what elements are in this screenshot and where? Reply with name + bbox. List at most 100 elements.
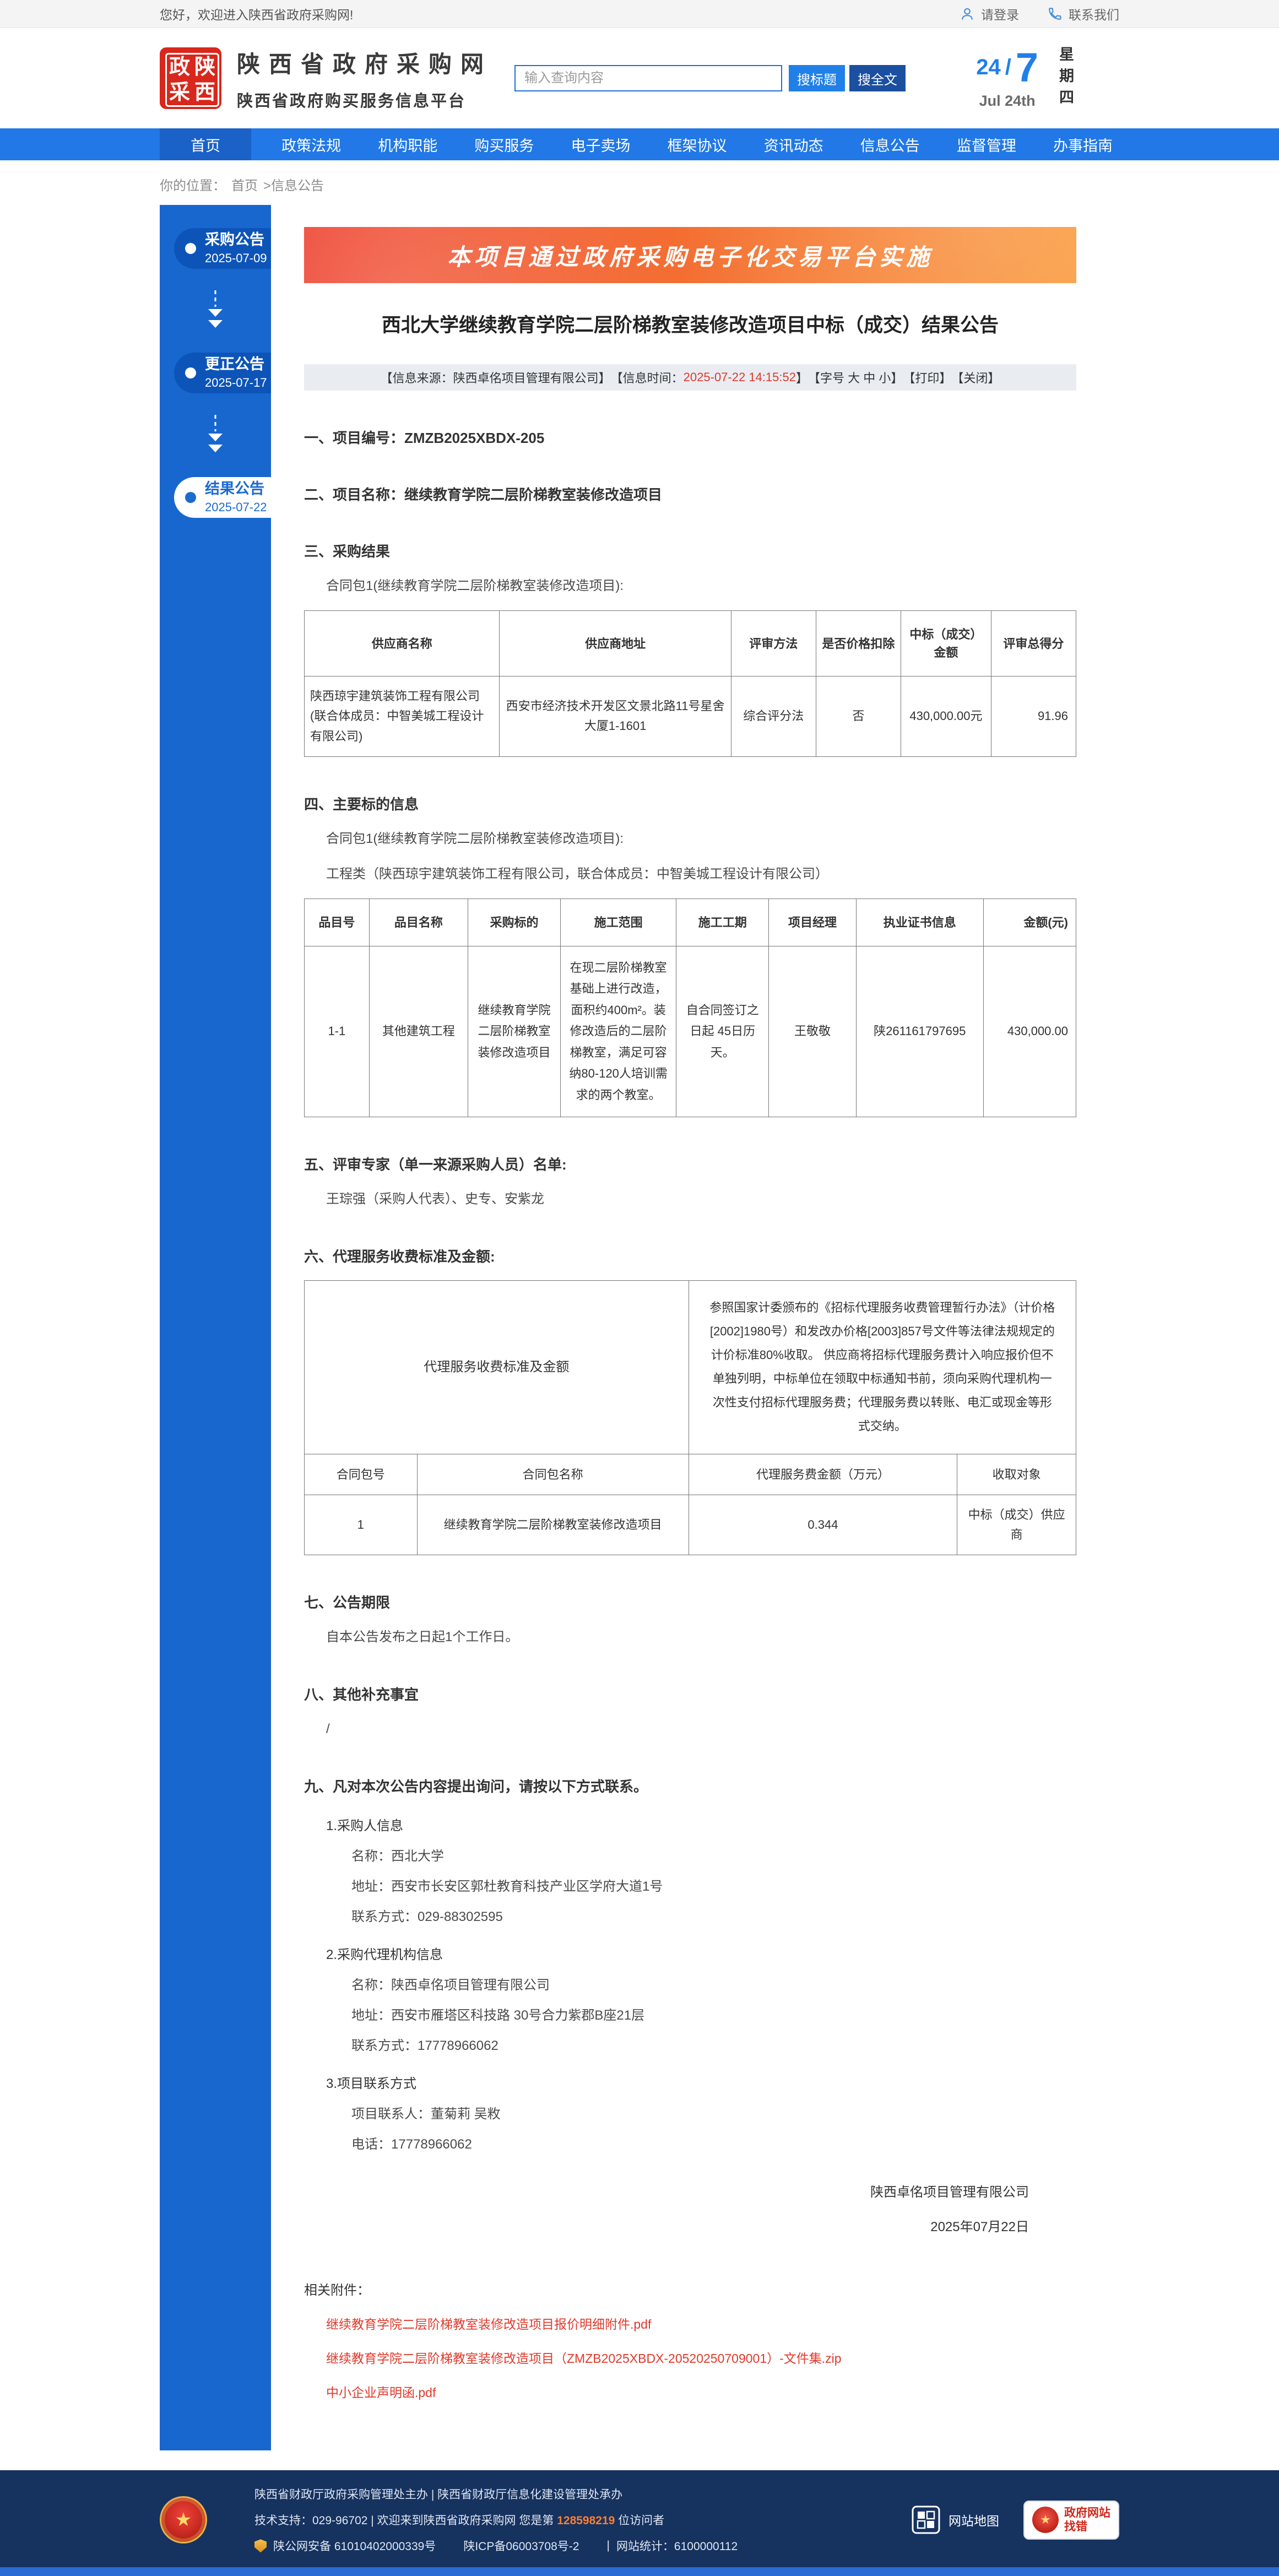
divider: | [606, 2539, 610, 2552]
timeline-sidebar: 采购公告 2025-07-09 更正公告 2025-07-17 [160, 205, 271, 2451]
table-row: 代理服务收费标准及金额 参照国家计委颁布的《招标代理服务收费管理暂行办法》（计价… [304, 1280, 1077, 1454]
buyer-name: 名称：西北大学 [351, 1849, 444, 1864]
arrow-down-icon [208, 415, 223, 452]
badge-line1: 政府网站 [1064, 2507, 1110, 2520]
user-icon [962, 8, 973, 20]
timeline-separator [160, 269, 271, 353]
main-nav: 首页 政策法规 机构职能 购买服务 电子卖场 框架协议 资讯动态 信息公告 监督… [0, 128, 1279, 160]
th-payer: 收取对象 [957, 1453, 1076, 1495]
print-button[interactable]: 【打印】 [903, 371, 952, 385]
site-logo: 政 陕 采 西 [160, 47, 221, 109]
logo-char: 西 [194, 81, 215, 104]
table-row: 1 继续教育学院二层阶梯教室装修改造项目 0.344 中标（成交）供应商 [304, 1494, 1076, 1556]
date-widget: 24 / 7 Jul 24th 星期四 [976, 46, 1119, 111]
meta-time: 2025-07-22 14:15:52 [683, 370, 796, 384]
th-item-no: 品目号 [304, 898, 370, 946]
attachment-link-sme-declaration-pdf[interactable]: 中小企业声明函.pdf [326, 2385, 436, 2400]
cell-package-no: 1 [304, 1494, 418, 1556]
sitemap-icon [912, 2505, 940, 2534]
search-fulltext-button[interactable]: 搜全文 [849, 65, 906, 91]
sidebar-item-date: 2025-07-17 [205, 375, 267, 389]
buyer-phone: 联系方式：029-88302595 [351, 1909, 503, 1925]
contact-link[interactable]: 联系我们 [1048, 4, 1119, 23]
font-size-control[interactable]: 【字号 大 中 小】 [807, 371, 903, 385]
project-contact-phone: 电话：17778966062 [351, 2137, 472, 2152]
badge-line2: 找错 [1064, 2520, 1087, 2534]
sidebar-item-procurement-notice[interactable]: 采购公告 2025-07-09 [174, 228, 271, 269]
nav-item-functions[interactable]: 机构职能 [378, 137, 438, 154]
table-header-row: 供应商名称 供应商地址 评审方法 是否价格扣除 中标（成交）金额 评审总得分 [304, 610, 1077, 677]
platform-banner: 本项目通过政府采购电子化交易平台实施 [304, 227, 1076, 283]
nav-item-supervision[interactable]: 监督管理 [956, 137, 1016, 154]
weekday-label: 星期四 [1057, 46, 1074, 111]
nav-item-news[interactable]: 资讯动态 [763, 137, 823, 154]
national-emblem-icon: ★ [1032, 2507, 1059, 2534]
section-3-package: 合同包1(继续教育学院二层阶梯教室装修改造项目): [326, 578, 624, 593]
phone-icon [1049, 8, 1061, 20]
procurement-result-table: 供应商名称 供应商地址 评审方法 是否价格扣除 中标（成交）金额 评审总得分 陕… [304, 610, 1077, 757]
search-title-button[interactable]: 搜标题 [789, 65, 846, 91]
dot-icon [185, 243, 196, 254]
section-4-heading: 四、主要标的信息 [304, 795, 419, 813]
login-link[interactable]: 请登录 [960, 4, 1019, 23]
sidebar-item-date: 2025-07-22 [205, 500, 267, 514]
icp-registration: 陕ICP备06003708号-2 [463, 2540, 579, 2553]
sitemap-link[interactable]: 网站地图 [911, 2505, 999, 2535]
cell-fee-amount: 0.344 [688, 1494, 958, 1556]
attachment-link-quotation-pdf[interactable]: 继续教育学院二层阶梯教室装修改造项目报价明细附件.pdf [326, 2317, 652, 2332]
welcome-text: 您好，欢迎进入陕西省政府采购网! [160, 8, 354, 22]
nav-item-announcements[interactable]: 信息公告 [860, 137, 920, 154]
timeline-separator [160, 393, 271, 477]
meta-time-suffix: 】 [795, 371, 808, 385]
gov-site-error-report-badge[interactable]: ★ 政府网站 找错 [1023, 2501, 1119, 2540]
cell-manager: 王敬敬 [768, 945, 857, 1118]
attachments-heading: 相关附件： [304, 2283, 370, 2298]
cell-supplier-name: 陕西琼宇建筑装饰工程有限公司(联合体成员：中智美城工程设计有限公司) [304, 676, 500, 757]
close-button[interactable]: 【关闭】 [951, 371, 1000, 385]
nav-item-framework[interactable]: 框架协议 [667, 137, 727, 154]
cell-review-method: 综合评分法 [730, 676, 816, 757]
footer-support-line: 技术支持：029-96702 | 欢迎来到陕西省政府采购网 您是第 128598… [254, 2512, 738, 2528]
agency-fee-table: 代理服务收费标准及金额 参照国家计委颁布的《招标代理服务收费管理暂行办法》（计价… [304, 1280, 1077, 1556]
breadcrumb-home-link[interactable]: 首页 [231, 178, 258, 193]
cell-award-amount: 430,000.00元 [900, 676, 991, 757]
footer-support-text: 技术支持：029-96702 | 欢迎来到陕西省政府采购网 您是第 [254, 2514, 557, 2528]
sitemap-label: 网站地图 [949, 2514, 999, 2529]
logo-char: 采 [169, 81, 190, 104]
cell-license: 陕261161797695 [855, 945, 984, 1118]
article-meta-bar: 【信息来源：陕西卓佲项目管理有限公司】 【信息时间： 2025-07-22 14… [304, 364, 1076, 391]
subject-info-table: 品目号 品目名称 采购标的 施工范围 施工工期 项目经理 执业证书信息 金额(元… [304, 898, 1077, 1118]
logo-char: 陕 [194, 56, 215, 79]
cell-price-deduction: 否 [815, 676, 901, 757]
section-8-heading: 八、其他补充事宜 [304, 1686, 419, 1703]
th-package-name: 合同包名称 [416, 1453, 689, 1495]
nav-item-purchase-services[interactable]: 购买服务 [474, 137, 534, 154]
nav-item-home[interactable]: 首页 [160, 128, 251, 160]
th-award-amount: 中标（成交）金额 [900, 610, 991, 677]
login-label: 请登录 [981, 8, 1019, 22]
sidebar-item-correction-notice[interactable]: 更正公告 2025-07-17 [174, 353, 271, 393]
site-subtitle: 陕西省政府购买服务信息平台 [237, 92, 467, 110]
top-bar: 您好，欢迎进入陕西省政府采购网! 请登录 联系我们 [0, 0, 1279, 28]
cell-duration: 自合同签订之日起 45日历天。 [676, 945, 769, 1118]
table-header-row: 合同包号 合同包名称 代理服务费金额（万元） 收取对象 [304, 1453, 1076, 1495]
search-input[interactable] [514, 65, 783, 91]
section-1-project-number: 一、项目编号：ZMZB2025XBDX-205 [304, 430, 545, 446]
public-security-badge-icon [254, 2539, 267, 2553]
article-title: 西北大学继续教育学院二层阶梯教室装修改造项目中标（成交）结果公告 [381, 315, 999, 336]
date-month: 7 [1015, 44, 1038, 90]
nav-item-policies[interactable]: 政策法规 [281, 137, 342, 154]
breadcrumb: 你的位置： 首页 >信息公告 [0, 160, 1279, 205]
table-row: 1-1 其他建筑工程 继续教育学院二层阶梯教室装修改造项目 在现二层阶梯教室基础… [304, 945, 1077, 1118]
cell-scope: 在现二层阶梯教室基础上进行改造，面积约400m²。装修改造后的二层阶梯教室，满足… [560, 945, 677, 1118]
nav-item-guide[interactable]: 办事指南 [1053, 137, 1113, 154]
bottom-accent-strip [0, 2567, 1279, 2576]
agency-info-heading: 2.采购代理机构信息 [326, 1947, 443, 1963]
project-contact-heading: 3.项目联系方式 [326, 2076, 417, 2092]
public-security-registration: 陕公网安备 61010402000339号 [273, 2540, 436, 2553]
sidebar-item-label: 采购公告 [205, 231, 264, 248]
sidebar-item-result-notice[interactable]: 结果公告 2025-07-22 [174, 477, 271, 518]
th-manager: 项目经理 [768, 898, 857, 946]
attachment-link-fileset-zip[interactable]: 继续教育学院二层阶梯教室装修改造项目（ZMZB2025XBDX-20520250… [326, 2351, 842, 2366]
nav-item-emall[interactable]: 电子卖场 [571, 137, 631, 154]
